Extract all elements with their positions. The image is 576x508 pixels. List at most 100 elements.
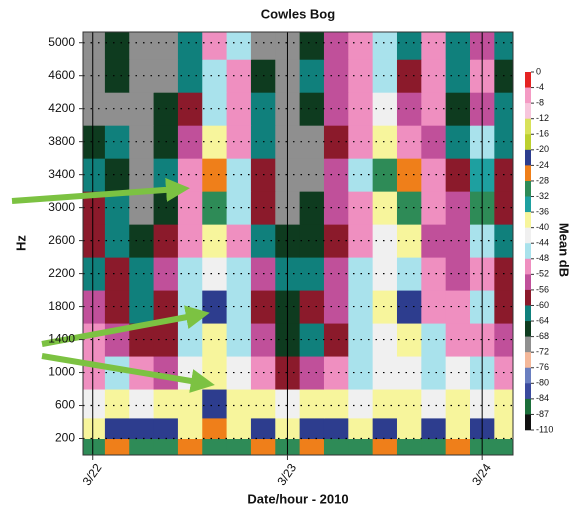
contour-cell xyxy=(324,191,349,224)
colorbar-tick-label: -80 xyxy=(536,378,549,388)
contour-cell xyxy=(105,224,130,257)
y-tick-label: 3400 xyxy=(48,167,75,181)
colorbar-band xyxy=(525,134,531,150)
colorbar-band xyxy=(525,305,531,321)
contour-cell xyxy=(83,59,105,92)
colorbar-tick-label: -76 xyxy=(536,362,549,372)
colorbar-band xyxy=(525,228,531,244)
colorbar-band xyxy=(525,274,531,290)
y-tick-label: 3800 xyxy=(48,134,75,148)
contour-cell xyxy=(83,257,105,290)
contour-cell xyxy=(300,290,325,323)
contour-cell xyxy=(202,257,227,290)
y-tick-label: 2200 xyxy=(48,266,75,280)
contour-cell xyxy=(83,224,105,257)
colorbar-tick-label: -68 xyxy=(536,331,549,341)
contour-cell xyxy=(397,32,422,60)
colorbar-tick-label: -44 xyxy=(536,238,549,248)
page: {"chart_data": { "type": "contour", "tit… xyxy=(0,0,576,508)
contour-cell xyxy=(494,418,513,439)
contour-cell xyxy=(324,290,349,323)
contour-cell xyxy=(227,32,252,60)
colorbar-band xyxy=(525,290,531,306)
contour-cell xyxy=(202,32,227,60)
colorbar-band xyxy=(525,212,531,228)
contour-cell xyxy=(227,356,252,389)
contour-cell xyxy=(129,290,154,323)
colorbar-band xyxy=(525,165,531,181)
contour-cell xyxy=(105,418,130,439)
contour-cell xyxy=(421,59,446,92)
colorbar-band xyxy=(525,243,531,259)
contour-cell xyxy=(397,59,422,92)
contour-cell xyxy=(227,158,252,191)
colorbar-band xyxy=(525,150,531,166)
contour-cell xyxy=(129,224,154,257)
contour-cell xyxy=(300,323,325,356)
contour-cell xyxy=(373,418,398,439)
contour-cell xyxy=(227,290,252,323)
colorbar-band xyxy=(525,337,531,353)
contour-cell xyxy=(397,125,422,158)
contour-cell xyxy=(397,323,422,356)
contour-cell xyxy=(324,158,349,191)
contour-cell xyxy=(421,257,446,290)
contour-cell xyxy=(105,389,130,418)
contour-cell xyxy=(154,418,179,439)
contour-cell xyxy=(324,92,349,125)
contour-cell xyxy=(324,418,349,439)
contour-cell xyxy=(348,439,373,456)
colorbar-tick-label: -48 xyxy=(536,253,549,263)
contour-cell xyxy=(421,32,446,60)
colorbar-band xyxy=(525,72,531,88)
contour-cell xyxy=(300,92,325,125)
contour-cell xyxy=(83,158,105,191)
x-tick-label: 3/22 xyxy=(80,461,105,488)
contour-cell xyxy=(154,389,179,418)
contour-cell xyxy=(421,224,446,257)
contour-cell xyxy=(105,92,130,125)
contour-cell xyxy=(421,290,446,323)
contour-cell xyxy=(105,257,130,290)
contour-cell xyxy=(83,32,105,60)
y-tick-label: 2600 xyxy=(48,233,75,247)
contour-cell xyxy=(227,92,252,125)
contour-cell xyxy=(129,389,154,418)
contour-cell xyxy=(129,418,154,439)
chart: Cowles Bog Date/hour - 2010 Hz Mean dB 2… xyxy=(0,0,576,508)
colorbar-tick-label: -87 xyxy=(536,409,549,419)
colorbar-label: Mean dB xyxy=(557,223,572,277)
contour-cell xyxy=(324,32,349,60)
contour-cell xyxy=(83,418,105,439)
contour-cell xyxy=(494,389,513,418)
contour-cell xyxy=(251,418,276,439)
x-axis-label: Date/hour - 2010 xyxy=(247,491,348,506)
y-axis-label: Hz xyxy=(13,235,28,251)
contour-cell xyxy=(83,439,105,456)
contour-cell xyxy=(324,224,349,257)
contour-cell xyxy=(421,418,446,439)
contour-cell xyxy=(300,389,325,418)
contour-cell xyxy=(202,389,227,418)
contour-cell xyxy=(300,59,325,92)
contour-cell xyxy=(300,191,325,224)
contour-cell xyxy=(227,224,252,257)
contour-cell xyxy=(251,389,276,418)
colorbar-tick-label: -40 xyxy=(536,222,549,232)
colorbar-tick-label: -20 xyxy=(536,144,549,154)
contour-cell xyxy=(129,439,154,456)
contour-cell xyxy=(129,32,154,60)
contour-cell xyxy=(397,418,422,439)
y-tick-label: 4200 xyxy=(48,101,75,115)
contour-cell xyxy=(105,32,130,60)
contour-cell xyxy=(324,439,349,456)
contour-cell xyxy=(446,389,471,418)
y-tick-label: 1400 xyxy=(48,332,75,346)
contour-cell xyxy=(397,158,422,191)
colorbar-tick-label: -36 xyxy=(536,206,549,216)
contour-cell xyxy=(105,158,130,191)
colorbar-tick-label: -16 xyxy=(536,129,549,139)
contour-cell xyxy=(129,92,154,125)
contour-cell xyxy=(397,224,422,257)
colorbar-band xyxy=(525,321,531,337)
